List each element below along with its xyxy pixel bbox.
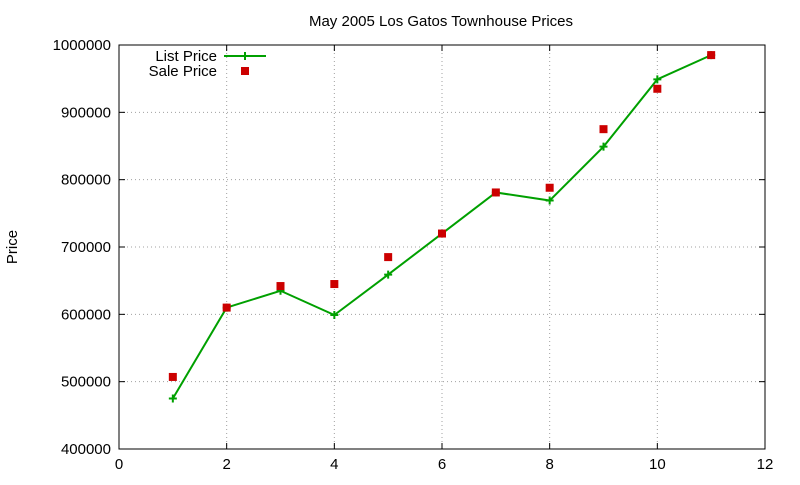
list-price-point xyxy=(330,311,339,320)
x-tick-label: 8 xyxy=(545,456,553,473)
sale-price-point xyxy=(545,183,554,192)
list-price-point xyxy=(599,142,608,151)
y-axis-label: Price xyxy=(4,230,21,264)
series xyxy=(168,51,716,403)
list-price-point xyxy=(384,270,393,279)
y-tick-label: 700000 xyxy=(61,239,111,256)
sale-price-point xyxy=(222,303,231,312)
list-price-line xyxy=(171,54,712,400)
y-tick-label: 400000 xyxy=(61,441,111,458)
x-tick-label: 2 xyxy=(222,456,230,473)
x-tick-label: 4 xyxy=(330,456,338,473)
legend-label-sale-price: Sale Price xyxy=(149,63,217,80)
axis-ticks xyxy=(118,44,766,450)
x-tick-label: 12 xyxy=(757,456,774,473)
x-tick-label: 0 xyxy=(115,456,123,473)
sale-price-point xyxy=(276,282,285,291)
x-tick-label: 10 xyxy=(649,456,666,473)
legend-label-list-price: List Price xyxy=(155,48,217,65)
sale-price-point xyxy=(491,188,500,197)
legend-marker-list-price xyxy=(241,52,249,60)
y-tick-label: 800000 xyxy=(61,172,111,189)
list-price-point xyxy=(653,75,662,84)
legend-marker-sale-price xyxy=(241,67,249,75)
x-tick-label: 6 xyxy=(438,456,446,473)
sale-price-point xyxy=(599,125,608,134)
sale-price-point xyxy=(438,229,446,238)
sale-price-point xyxy=(653,84,662,93)
y-axis-tick-labels: 400000 500000 600000 700000 800000 900000 1000… xyxy=(53,37,111,458)
y-tick-label: 900000 xyxy=(61,104,111,121)
sale-price-point xyxy=(330,280,339,289)
list-price-point xyxy=(168,394,177,403)
chart-title: May 2005 Los Gatos Townhouse Prices xyxy=(309,13,573,30)
sale-price-point xyxy=(384,253,393,262)
sale-price-point xyxy=(707,51,716,60)
y-tick-label: 600000 xyxy=(61,306,111,323)
y-tick-label: 500000 xyxy=(61,374,111,391)
list-price-point xyxy=(545,196,554,205)
sale-price-point xyxy=(168,372,177,381)
y-tick-label: 1000000 xyxy=(53,37,111,54)
grid xyxy=(119,45,765,449)
x-axis-tick-labels: 0 2 4 6 8 10 12 xyxy=(115,456,774,473)
